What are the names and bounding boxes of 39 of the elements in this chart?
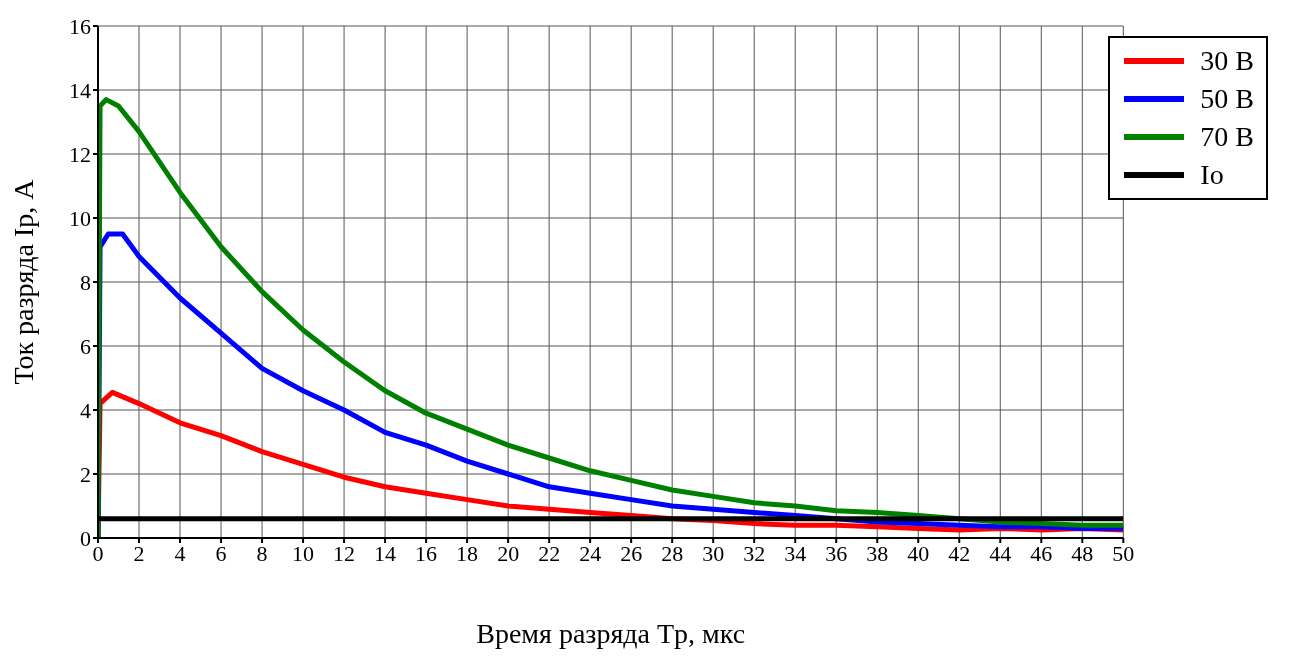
x-tick-label: 44 [989,540,1012,566]
x-tick-label: 22 [538,540,561,566]
x-tick-label: 6 [215,540,227,566]
x-tick-label: 20 [497,540,520,566]
y-axis-title: Ток разряда Iр, А [7,178,39,385]
x-axis-title: Время разряда Tр, мкс [476,618,746,649]
x-tick-label: 42 [948,540,971,566]
legend-label: 50 В [1200,83,1254,115]
legend-label: 30 В [1200,45,1254,77]
x-tick-label: 46 [1030,540,1053,566]
y-tick-label: 14 [69,77,91,103]
y-tick-label: 16 [69,13,91,39]
x-tick-label: 40 [907,540,930,566]
x-tick-label: 10 [292,540,315,566]
x-tick-label: 18 [456,540,479,566]
x-tick-label: 38 [866,540,889,566]
x-tick-label: 2 [133,540,145,566]
x-tick-label: 4 [174,540,186,566]
x-tick-label: 26 [620,540,643,566]
x-tick-label: 34 [784,540,807,566]
legend-label: 70 В [1200,121,1254,153]
y-tick-label: 4 [80,397,91,423]
y-tick-label: 12 [69,141,91,167]
x-tick-label: 36 [825,540,848,566]
x-tick-label: 30 [702,540,725,566]
x-tick-label: 14 [374,540,397,566]
x-tick-label: 48 [1071,540,1094,566]
y-tick-label: 2 [80,461,91,487]
x-tick-label: 24 [579,540,602,566]
x-tick-label: 28 [661,540,684,566]
x-tick-label: 16 [415,540,438,566]
y-tick-label: 8 [80,269,91,295]
legend-label: Io [1200,159,1224,191]
x-tick-label: 12 [333,540,356,566]
y-tick-label: 10 [69,205,91,231]
y-tick-label: 6 [80,333,91,359]
x-tick-label: 50 [1112,540,1135,566]
x-tick-label: 8 [256,540,268,566]
x-tick-label: 32 [743,540,766,566]
